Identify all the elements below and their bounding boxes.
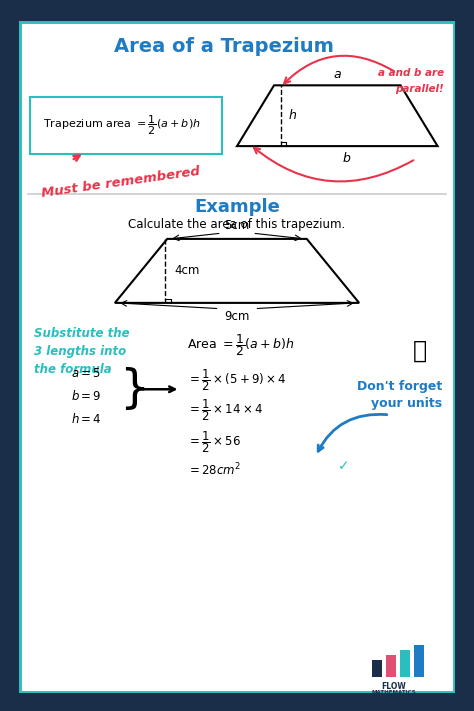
Bar [400, 650, 410, 677]
Text: Don't forget
your units: Don't forget your units [357, 380, 442, 410]
Bar [414, 646, 424, 677]
Bar [386, 655, 396, 677]
Text: parallel!: parallel! [395, 83, 444, 94]
Text: $a = 5$: $a = 5$ [71, 367, 101, 380]
Text: a: a [334, 68, 341, 80]
FancyBboxPatch shape [19, 21, 455, 693]
FancyBboxPatch shape [30, 97, 222, 154]
Text: 🏆: 🏆 [413, 339, 427, 363]
Text: $= \dfrac{1}{2} \times (5+9) \times 4$: $= \dfrac{1}{2} \times (5+9) \times 4$ [187, 367, 286, 392]
Text: $= 28cm^2$: $= 28cm^2$ [187, 461, 241, 478]
Polygon shape [237, 85, 438, 146]
Text: Must be remembered: Must be remembered [41, 166, 201, 201]
Text: a and b are: a and b are [378, 68, 444, 77]
Text: Area $= \dfrac{1}{2}(a+b)h$: Area $= \dfrac{1}{2}(a+b)h$ [187, 331, 294, 358]
Text: }: } [119, 367, 149, 412]
Text: h: h [289, 109, 296, 122]
Text: $= \dfrac{1}{2} \times 14 \times 4$: $= \dfrac{1}{2} \times 14 \times 4$ [187, 397, 263, 423]
Text: $= \dfrac{1}{2} \times 56$: $= \dfrac{1}{2} \times 56$ [187, 429, 241, 455]
Text: $b = 9$: $b = 9$ [71, 390, 102, 403]
Text: Area of a Trapezium: Area of a Trapezium [114, 38, 334, 56]
Text: Trapezium area $= \dfrac{1}{2}(a+b)h$: Trapezium area $= \dfrac{1}{2}(a+b)h$ [43, 114, 201, 137]
Text: Example: Example [194, 198, 280, 216]
Polygon shape [115, 239, 359, 303]
Text: b: b [342, 152, 350, 165]
Text: $h = 4$: $h = 4$ [71, 412, 102, 426]
Text: 9cm: 9cm [224, 310, 250, 323]
Text: 4cm: 4cm [174, 264, 200, 277]
Bar [372, 660, 382, 677]
Text: $\checkmark$: $\checkmark$ [337, 458, 348, 472]
Text: FLOW: FLOW [382, 682, 406, 691]
Text: 5cm: 5cm [224, 220, 250, 232]
Text: MATHEMATICS: MATHEMATICS [372, 690, 416, 695]
Text: Substitute the
3 lengths into
the formula: Substitute the 3 lengths into the formul… [34, 327, 130, 376]
Text: Calculate the area of this trapezium.: Calculate the area of this trapezium. [128, 218, 346, 231]
